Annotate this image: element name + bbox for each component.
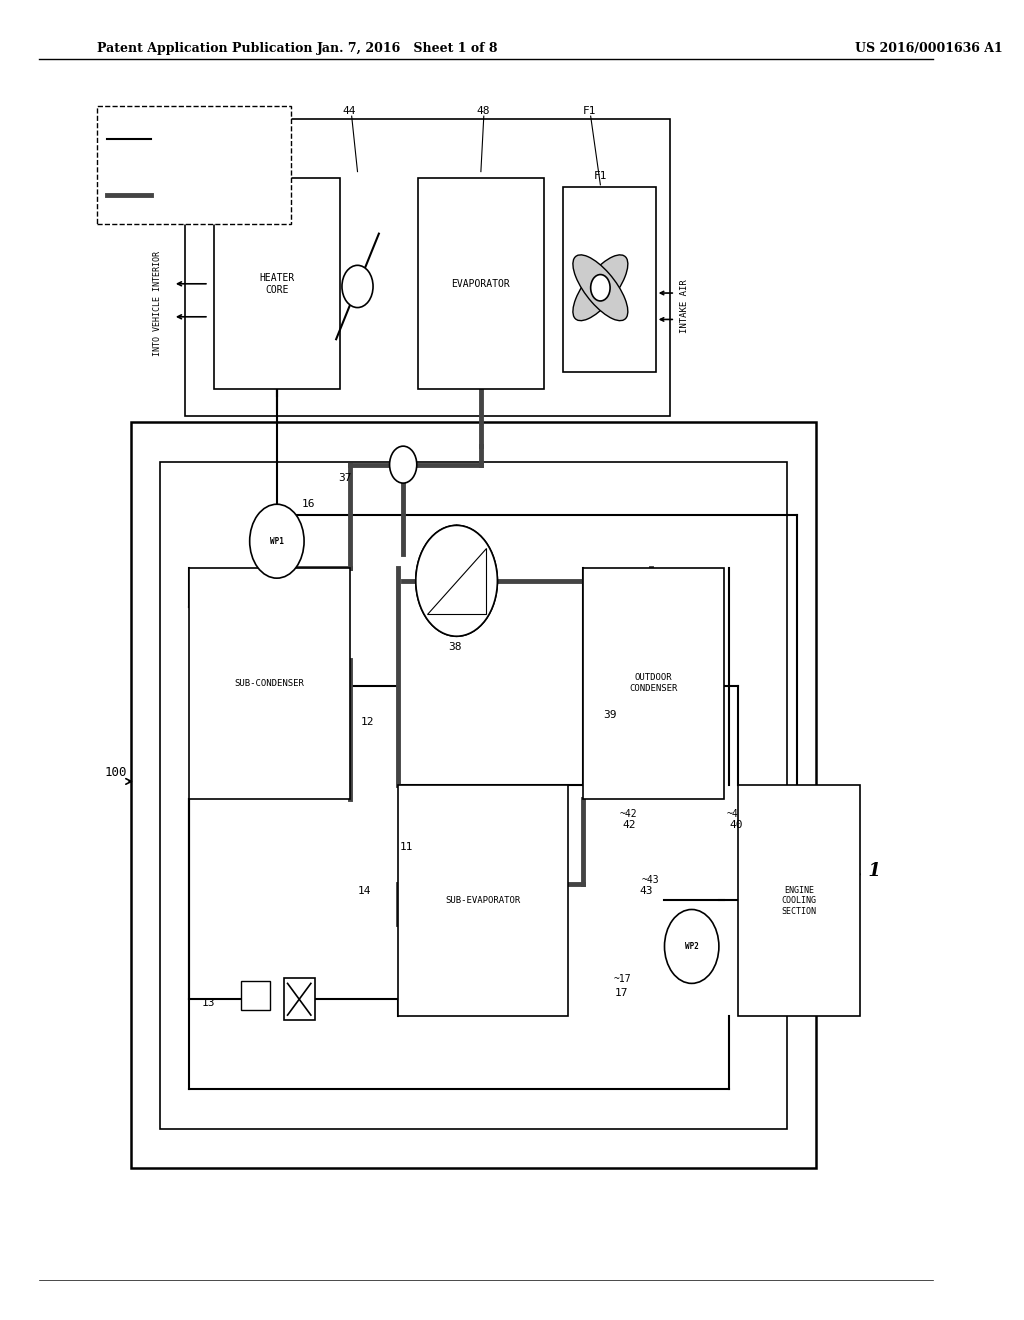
FancyBboxPatch shape (418, 178, 544, 389)
Text: Jan. 7, 2016   Sheet 1 of 8: Jan. 7, 2016 Sheet 1 of 8 (317, 42, 499, 55)
Text: F1: F1 (583, 106, 596, 116)
Text: HEATER
CORE: HEATER CORE (259, 273, 295, 294)
FancyBboxPatch shape (583, 568, 724, 799)
Text: 17: 17 (615, 987, 629, 998)
Text: SUB-CONDENSER: SUB-CONDENSER (234, 678, 304, 688)
Text: REFRIGERANT CIRCUIT: REFRIGERANT CIRCUIT (161, 191, 255, 199)
Ellipse shape (572, 255, 628, 321)
Text: OUTDOOR
CONDENSER: OUTDOOR CONDENSER (629, 673, 678, 693)
FancyBboxPatch shape (214, 178, 340, 389)
Circle shape (342, 265, 373, 308)
Text: 48: 48 (476, 106, 489, 116)
Circle shape (389, 446, 417, 483)
Wedge shape (416, 525, 457, 636)
Text: US 2016/0001636 A1: US 2016/0001636 A1 (855, 42, 1002, 55)
Text: INTAKE AIR: INTAKE AIR (680, 280, 689, 333)
Text: 44: 44 (342, 106, 355, 116)
Wedge shape (457, 525, 498, 636)
FancyBboxPatch shape (189, 568, 350, 799)
Text: WATER CIRCUIT: WATER CIRCUIT (161, 135, 225, 143)
Text: F1: F1 (594, 170, 607, 181)
Text: 14: 14 (357, 886, 371, 896)
Text: INTO VEHICLE INTERIOR: INTO VEHICLE INTERIOR (154, 251, 163, 356)
FancyBboxPatch shape (241, 981, 270, 1010)
FancyBboxPatch shape (284, 978, 314, 1020)
Text: ~17: ~17 (614, 974, 632, 985)
FancyBboxPatch shape (738, 785, 860, 1016)
Circle shape (250, 504, 304, 578)
Polygon shape (427, 548, 485, 614)
Circle shape (591, 275, 610, 301)
Text: WP2: WP2 (685, 942, 698, 950)
Text: ~42: ~42 (620, 809, 637, 820)
Text: WP1: WP1 (270, 537, 284, 545)
FancyBboxPatch shape (131, 422, 816, 1168)
Circle shape (416, 525, 498, 636)
Text: EVAPORATOR: EVAPORATOR (452, 279, 510, 289)
Ellipse shape (572, 255, 628, 321)
Text: ~40: ~40 (727, 809, 744, 820)
Text: 39: 39 (603, 710, 616, 721)
Text: ENGINE
COOLING
SECTION: ENGINE COOLING SECTION (781, 886, 816, 916)
FancyBboxPatch shape (398, 785, 568, 1016)
Text: 16: 16 (302, 499, 315, 510)
FancyBboxPatch shape (97, 106, 292, 224)
Text: FIG. 1: FIG. 1 (821, 862, 882, 880)
Text: Patent Application Publication: Patent Application Publication (97, 42, 312, 55)
Text: 12: 12 (360, 717, 374, 727)
FancyBboxPatch shape (161, 462, 786, 1129)
Text: 42: 42 (623, 820, 636, 830)
Text: 70  HVAC: 70 HVAC (195, 129, 242, 140)
Text: 11: 11 (399, 842, 413, 853)
FancyBboxPatch shape (184, 119, 671, 416)
Circle shape (665, 909, 719, 983)
Text: 100: 100 (104, 766, 127, 779)
Text: 38: 38 (447, 642, 462, 652)
Text: 43: 43 (639, 886, 652, 896)
Text: 40: 40 (730, 820, 743, 830)
Text: 37: 37 (338, 473, 351, 483)
Text: SUB-EVAPORATOR: SUB-EVAPORATOR (445, 896, 521, 906)
Text: ~43: ~43 (641, 875, 658, 886)
Text: 13: 13 (202, 998, 216, 1008)
